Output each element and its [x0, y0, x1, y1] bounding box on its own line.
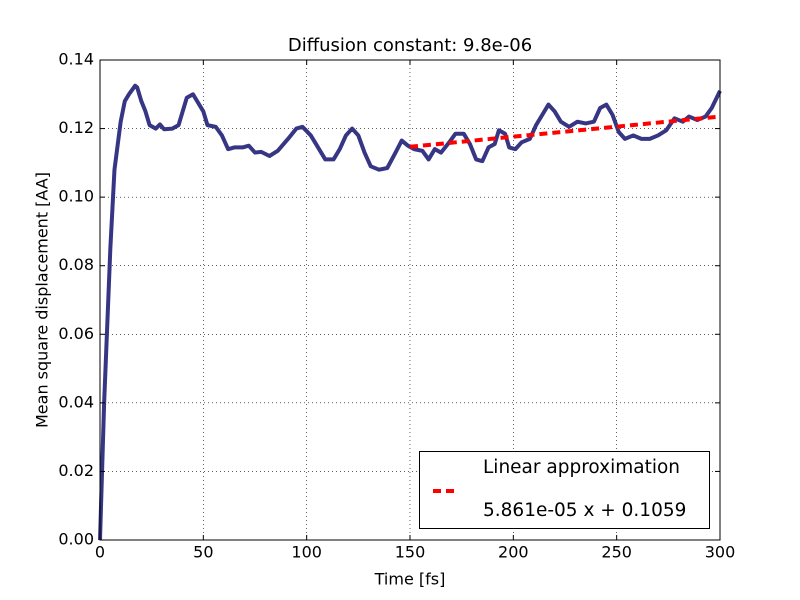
series-line	[98, 83, 722, 541]
legend: Linear approximation 5.861e-05 x + 0.105…	[419, 451, 710, 529]
x-axis-label: Time [fs]	[374, 570, 446, 589]
y-tick-label: 0.04	[58, 392, 94, 411]
legend-swatch-area	[433, 489, 458, 493]
y-tick-label: 0.12	[58, 118, 94, 137]
y-tick-label: 0.10	[58, 187, 94, 206]
x-tick-label: 200	[498, 543, 529, 562]
x-tick-label: 150	[395, 543, 426, 562]
x-tick-label: 50	[193, 543, 213, 562]
y-tick-label: 0.14	[58, 50, 94, 69]
chart-title: Diffusion constant: 9.8e-06	[288, 35, 532, 56]
legend-label: Linear approximation 5.861e-05 x + 0.105…	[483, 457, 687, 521]
ticks: 0 50 100 150 200 250 300 0.00 0.02 0.04 0.06 0.08 0.…	[58, 50, 735, 562]
y-tick-label: 0.02	[58, 461, 94, 480]
y-tick-label: 0.08	[58, 255, 94, 274]
x-tick-label: 100	[291, 543, 322, 562]
x-tick-label: 250	[601, 543, 632, 562]
y-tick-label: 0.00	[58, 530, 94, 549]
y-tick-label: 0.06	[58, 324, 94, 343]
x-tick-label: 0	[95, 543, 105, 562]
plot	[98, 83, 722, 541]
y-axis-label: Mean square displacement [AA]	[33, 172, 52, 428]
x-tick-label: 300	[705, 543, 736, 562]
